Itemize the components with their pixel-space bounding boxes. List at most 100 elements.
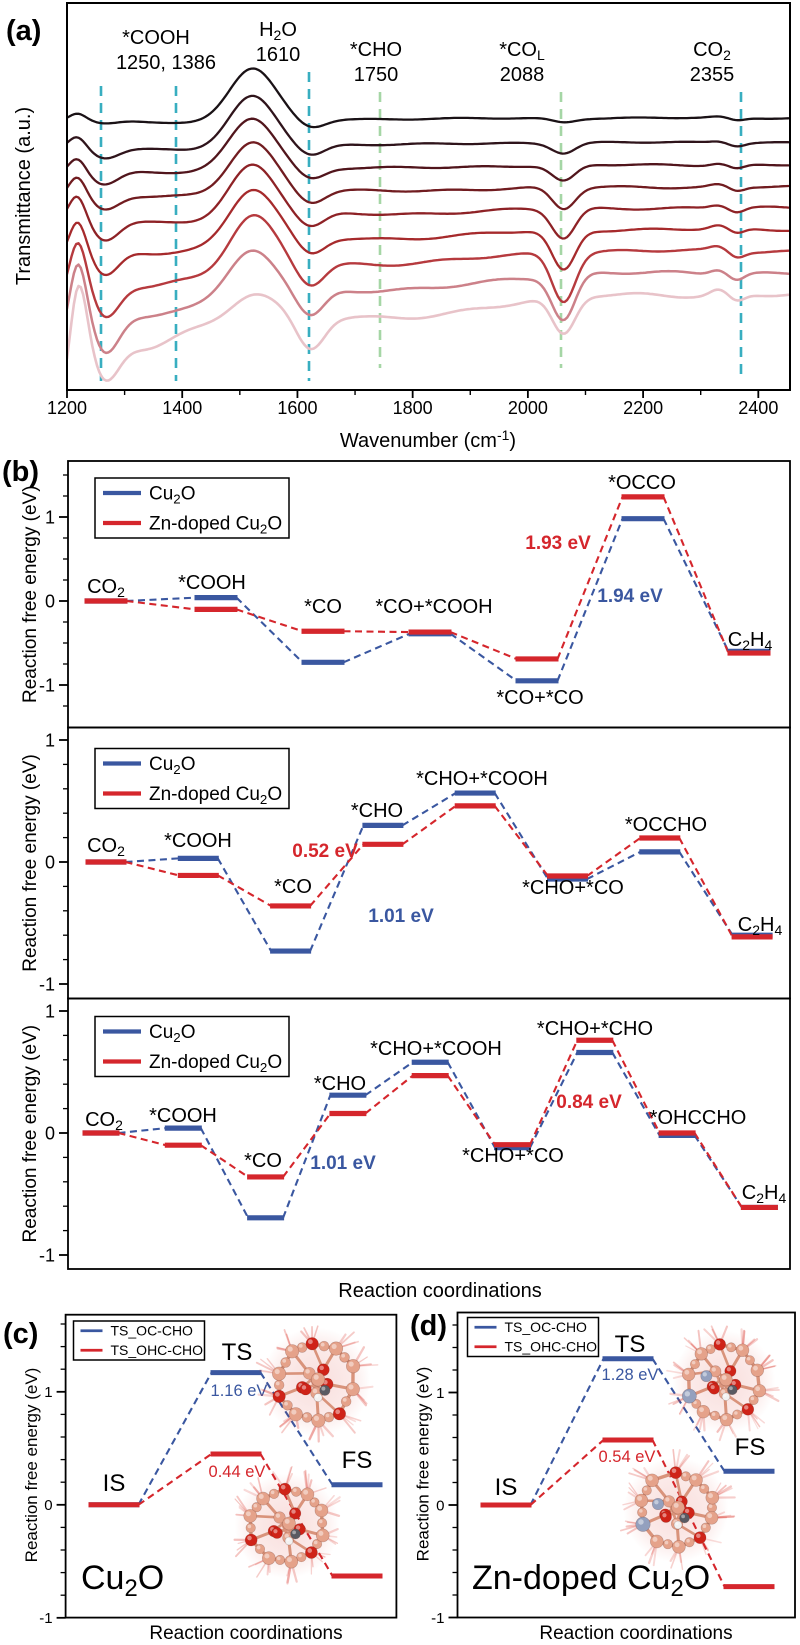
- atom-highlight: [318, 1530, 324, 1536]
- o-atom: [693, 1531, 707, 1544]
- atom-highlight: [287, 1346, 293, 1352]
- cu-atom: [311, 1413, 326, 1428]
- energy-diagram-b2: CO2 *COOH *CO *CHO *CHO+*COOH *CHO+*CO *OCCHO C…: [85, 768, 782, 954]
- h-atom: [673, 1520, 683, 1530]
- cu-atom: [719, 1413, 734, 1427]
- atom-highlight: [295, 1525, 301, 1530]
- h-atom: [721, 1392, 731, 1401]
- cu-atom: [280, 1357, 291, 1368]
- connector-blue-1: [216, 857, 273, 952]
- species-label: *CHO+*CHO: [537, 1018, 653, 1040]
- atom-highlight: [270, 1490, 275, 1495]
- connector-blue-5: [529, 1052, 579, 1149]
- cu-atom: [312, 1538, 323, 1550]
- band-label: CO2: [693, 39, 731, 63]
- connector-red-3: [401, 805, 457, 846]
- cu-atom: [291, 1486, 302, 1497]
- cu-atom: [288, 1407, 303, 1422]
- cu-atom: [662, 1539, 673, 1550]
- species-label: C2H4: [742, 1182, 787, 1206]
- cu-atom: [268, 1488, 280, 1499]
- plot-frame: [456, 1311, 796, 1619]
- barrier-annotation: 0.54 eV: [599, 1448, 656, 1466]
- atom-highlight: [731, 1380, 736, 1386]
- species-label: FS: [342, 1447, 373, 1474]
- panel-d-zn-doped-cu2o-barrier-chart: IS TS FS 1.28 eV 0.54 eV -1 0 1 TS_OC-CHO TS_OHC-…: [410, 1310, 796, 1644]
- atom-highlight: [284, 1533, 289, 1539]
- y-axis-title: Reaction free energy (eV): [20, 1025, 41, 1243]
- species-label: IS: [495, 1474, 518, 1501]
- cu-atom: [637, 1507, 648, 1518]
- x-tick-label: 2000: [508, 398, 548, 418]
- zn-atom: [635, 1516, 651, 1532]
- atom-highlight: [282, 1359, 287, 1363]
- atom-highlight: [348, 1384, 354, 1390]
- catalyst-label: Cu2O: [81, 1559, 164, 1602]
- atom-highlight: [710, 1385, 715, 1390]
- atom-highlight: [734, 1411, 738, 1415]
- connector-blue-0: [126, 596, 196, 603]
- cu-atom: [272, 1366, 287, 1381]
- species-label: *OCCO: [608, 472, 676, 494]
- glow-spike: [747, 1411, 751, 1432]
- cu-atom: [699, 1483, 710, 1494]
- atom-highlight: [312, 1388, 318, 1394]
- cu-atom: [694, 1347, 708, 1361]
- atom-highlight: [321, 1386, 326, 1391]
- cu-atom: [301, 1412, 313, 1423]
- atom-highlight: [681, 1514, 685, 1519]
- legend-label: Zn-doped Cu2O: [149, 1052, 282, 1075]
- species-label: C2H4: [728, 629, 773, 653]
- atom-highlight: [253, 1503, 258, 1508]
- cu-atom: [328, 1341, 344, 1356]
- connector-blue-3: [364, 1061, 414, 1097]
- axes-c: -1 0 1: [39, 1313, 398, 1627]
- ftir-curve-8: [68, 249, 789, 355]
- cu-atom: [243, 1509, 258, 1523]
- y-tick-label: 1: [45, 730, 55, 750]
- cu-atom: [317, 1517, 328, 1528]
- cu-atom: [296, 1552, 307, 1563]
- panel-letter-d: (d): [410, 1310, 447, 1342]
- legend-box: [72, 1320, 206, 1361]
- atom-highlight: [258, 1494, 264, 1499]
- legend-box: [94, 477, 290, 539]
- atom-highlight: [275, 1513, 281, 1518]
- atom-highlight: [284, 1401, 288, 1406]
- atom-highlight: [707, 1513, 713, 1519]
- connector-blue-3: [449, 632, 518, 682]
- atom-highlight: [691, 1475, 697, 1481]
- species-label: CO2: [87, 576, 125, 600]
- barrier-annotation: 1.01 eV: [310, 1153, 376, 1174]
- y-tick-label: 0: [45, 1123, 55, 1143]
- atom-highlight: [677, 1497, 683, 1502]
- y-tick-label: 0: [45, 591, 55, 611]
- atom-highlight: [275, 1392, 280, 1397]
- cu-atom: [684, 1537, 695, 1548]
- cu-atom: [339, 1352, 350, 1363]
- cu-atom: [696, 1405, 710, 1419]
- connector-blue-3: [401, 792, 457, 827]
- species-label: CO2: [85, 1109, 123, 1133]
- cu-atom: [311, 1372, 326, 1387]
- o-atom: [244, 1533, 258, 1547]
- atom-highlight: [247, 1524, 252, 1529]
- atom-highlight: [726, 1367, 731, 1372]
- o-atom: [271, 1527, 283, 1539]
- glow-spike: [749, 1410, 765, 1424]
- atom-highlight: [711, 1367, 716, 1372]
- panel-c-cu2o-barrier-chart: IS TS FS 1.16 eV 0.44 eV -1 0 1 TS_OC-CHO TS_OHC-…: [3, 1313, 398, 1644]
- o-atom: [332, 1407, 346, 1421]
- connector-red-2: [282, 1112, 332, 1178]
- atom-highlight: [699, 1407, 704, 1413]
- atom-highlight: [286, 1557, 292, 1563]
- atom-highlight: [274, 1368, 280, 1375]
- glow-spike: [235, 1541, 251, 1558]
- connector-red-0: [137, 1453, 213, 1506]
- atom-highlight: [291, 1509, 296, 1514]
- y-tick-label: 0: [436, 1497, 444, 1514]
- legend-label: TS_OC-CHO: [505, 1319, 588, 1335]
- connector-red-1: [200, 1144, 249, 1178]
- cu-atom: [681, 1367, 696, 1382]
- atom-highlight: [638, 1519, 644, 1525]
